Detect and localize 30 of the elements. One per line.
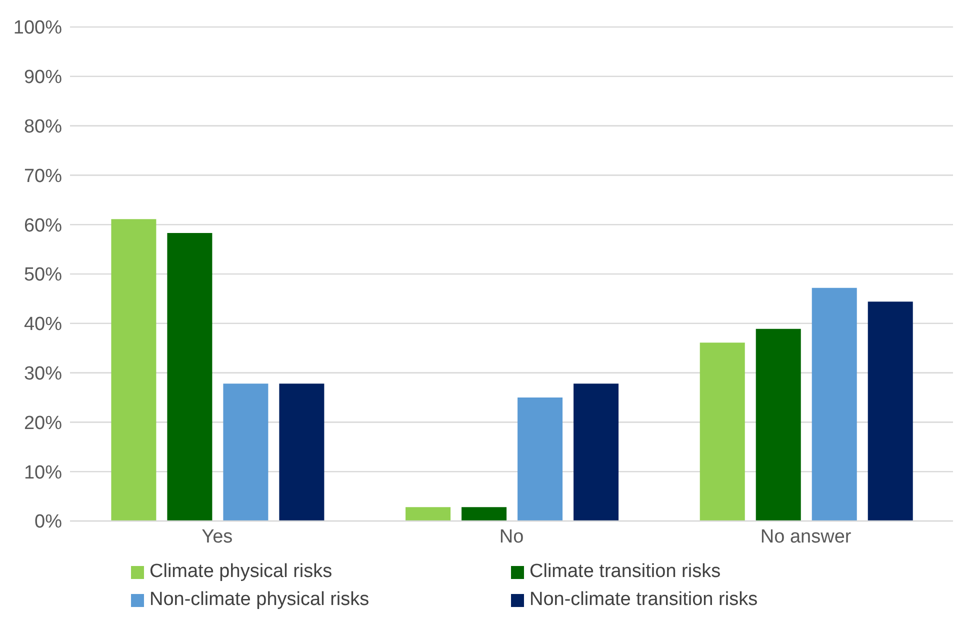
legend-label: Climate physical risks [150,561,332,583]
y-tick-label: 100% [13,18,62,39]
y-tick-label: 0% [34,512,62,533]
bar [868,302,913,521]
legend-label: Non-climate physical risks [150,589,370,611]
bar [406,507,451,521]
y-tick-label: 50% [24,264,62,286]
legend-label: Climate transition risks [530,561,721,583]
bar [111,219,156,521]
y-tick-label: 40% [24,314,62,336]
y-tick-label: 30% [24,364,62,385]
bar [223,384,268,521]
y-tick-label: 60% [24,215,62,236]
bar [518,398,563,521]
y-tick-label: 90% [24,67,62,88]
legend-label: Non-climate transition risks [530,589,758,611]
y-tick-label: 70% [24,166,62,187]
y-tick-label: 80% [24,116,62,138]
x-tick-label: No [499,526,524,548]
bar [756,328,801,521]
x-tick-label: Yes [202,526,233,548]
y-tick-label: 10% [24,462,62,484]
bar [279,384,324,521]
bar [462,507,507,521]
bar [167,233,212,521]
bar [700,342,745,521]
y-tick-label: 20% [24,412,62,434]
x-tick-label: No answer [760,526,852,548]
bar [574,384,619,521]
bar [812,288,857,521]
